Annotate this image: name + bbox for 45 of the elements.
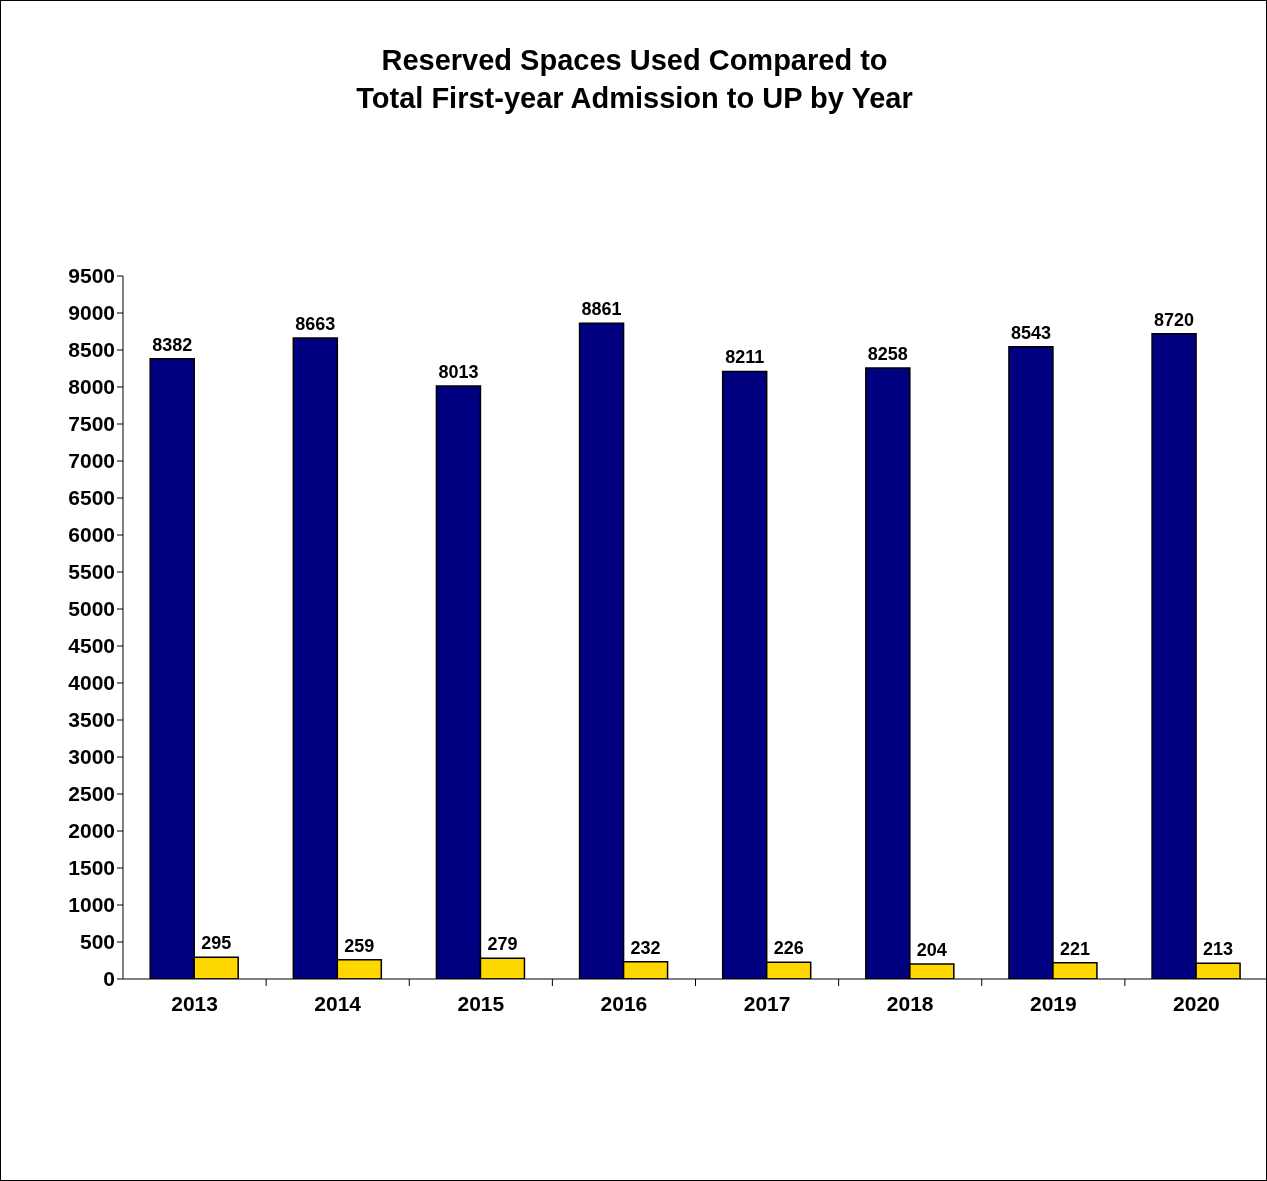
data-label: 204 bbox=[916, 939, 947, 960]
y-tick-label: 2500 bbox=[68, 782, 115, 806]
y-tick-label: 3500 bbox=[68, 708, 115, 732]
chart-title: Reserved Spaces Used Compared to Total First-year Admission to UP by Year bbox=[355, 43, 914, 116]
y-tick-label: 4500 bbox=[68, 634, 115, 658]
x-tick-label: 2015 bbox=[457, 992, 505, 1015]
y-tick-label: 500 bbox=[79, 930, 115, 954]
data-label: 8211 bbox=[725, 347, 765, 368]
y-tick-label: 5000 bbox=[68, 597, 115, 621]
data-label: 8258 bbox=[867, 343, 908, 364]
data-label: 213 bbox=[1203, 939, 1234, 960]
y-tick-label: 6500 bbox=[68, 486, 115, 510]
y-tick-label: 8000 bbox=[68, 375, 115, 399]
x-tick-label: 2019 bbox=[1029, 992, 1077, 1015]
x-tick-label: 2014 bbox=[314, 992, 362, 1015]
y-tick-label: 0 bbox=[103, 967, 115, 991]
x-tick-label: 2013 bbox=[171, 992, 218, 1015]
x-tick-label: 2018 bbox=[886, 992, 934, 1015]
data-label: 221 bbox=[1059, 938, 1090, 959]
data-label: 8013 bbox=[438, 362, 479, 383]
y-tick-label: 1000 bbox=[68, 893, 115, 917]
data-label: 8861 bbox=[581, 299, 622, 320]
y-tick-label: 9500 bbox=[68, 264, 115, 288]
y-tick-label: 1500 bbox=[68, 856, 115, 880]
data-label: 8720 bbox=[1154, 309, 1195, 330]
y-tick-label: 5500 bbox=[68, 560, 115, 584]
y-tick-label: 7500 bbox=[68, 412, 115, 436]
y-tick-label: 7000 bbox=[68, 449, 115, 473]
y-tick-label: 2000 bbox=[68, 819, 115, 843]
y-tick-label: 8500 bbox=[68, 338, 115, 362]
data-label: 8382 bbox=[152, 334, 193, 355]
y-tick-label: 4000 bbox=[68, 671, 115, 695]
y-tick-label: 3000 bbox=[68, 745, 115, 769]
y-tick-label: 9000 bbox=[68, 301, 115, 325]
data-label: 232 bbox=[630, 937, 661, 958]
x-tick-label: 2016 bbox=[600, 992, 648, 1015]
x-tick-label: 2020 bbox=[1173, 992, 1220, 1015]
data-label: 226 bbox=[773, 938, 804, 959]
y-tick-label: 6000 bbox=[68, 523, 115, 547]
data-label: 295 bbox=[201, 933, 232, 954]
data-label: 279 bbox=[487, 934, 518, 955]
data-label: 8543 bbox=[1010, 322, 1051, 343]
data-label: 8663 bbox=[295, 313, 336, 334]
x-tick-label: 2017 bbox=[743, 992, 791, 1015]
data-label: 259 bbox=[344, 935, 375, 956]
